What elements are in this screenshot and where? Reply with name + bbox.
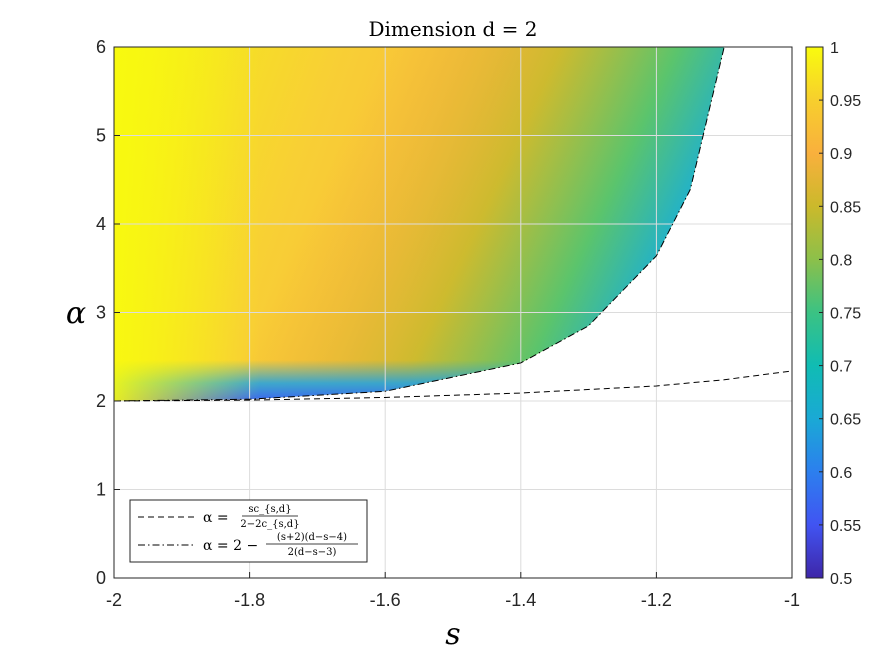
legend-label-2-denominator: 2(d−s−3) bbox=[288, 547, 337, 558]
colorbar-tick-label: 0.5 bbox=[830, 571, 852, 588]
x-tick-label: -1.6 bbox=[370, 590, 401, 610]
colorbar-tick-label: 0.55 bbox=[830, 518, 861, 535]
x-tick-label: -1.2 bbox=[641, 590, 672, 610]
y-tick-label: 2 bbox=[96, 391, 106, 411]
y-tick-label: 1 bbox=[96, 480, 106, 500]
colorbar-tick-label: 0.95 bbox=[830, 93, 861, 110]
y-tick-label: 5 bbox=[96, 126, 106, 146]
colorbar-tick-label: 0.6 bbox=[830, 465, 852, 482]
legend-label-2-lhs: α = 2 − bbox=[203, 538, 258, 554]
legend: α = sc_{s,d} 2−2c_{s,d} α = 2 − (s+2)(d−… bbox=[129, 499, 368, 563]
legend-label-1-lhs: α = bbox=[203, 510, 229, 526]
colorbar-tick-label: 0.7 bbox=[830, 359, 852, 376]
x-tick-label: -1 bbox=[784, 590, 800, 610]
x-tick-label: -1.4 bbox=[505, 590, 536, 610]
colorbar-tick-label: 0.85 bbox=[830, 199, 861, 216]
x-axis-ticks: -2 -1.8 -1.6 -1.4 -1.2 -1 bbox=[106, 572, 800, 610]
legend-label-1-denominator: 2−2c_{s,d} bbox=[240, 519, 299, 530]
colorbar-tick-label: 0.65 bbox=[830, 412, 861, 429]
legend-box bbox=[129, 499, 368, 563]
colorbar-tick-label: 1 bbox=[830, 40, 839, 57]
chart-title: Dimension d = 2 bbox=[368, 17, 537, 41]
colorbar: 0.5 0.55 0.6 0.65 0.7 0.75 0.8 0.85 0.9 0.95 1 bbox=[805, 40, 861, 588]
y-tick-label: 0 bbox=[96, 568, 106, 588]
colorbar-tick-label: 0.75 bbox=[830, 306, 861, 323]
y-tick-label: 6 bbox=[96, 37, 106, 57]
legend-label-2-numerator: (s+2)(d−s−4) bbox=[277, 532, 347, 543]
x-axis-label: s bbox=[445, 617, 460, 652]
colorbar-tick-label: 0.8 bbox=[830, 252, 852, 269]
y-tick-label: 3 bbox=[96, 303, 106, 323]
colorbar-ticks: 0.5 0.55 0.6 0.65 0.7 0.75 0.8 0.85 0.9 0.95 1 bbox=[819, 40, 861, 588]
y-axis-ticks: 0 1 2 3 4 5 6 bbox=[96, 37, 120, 588]
dashed-curve bbox=[114, 370, 792, 402]
y-axis-label: α bbox=[66, 296, 86, 331]
colorbar-tick-label: 0.9 bbox=[830, 146, 852, 163]
y-tick-label: 4 bbox=[96, 214, 106, 234]
legend-label-1-numerator: sc_{s,d} bbox=[248, 504, 291, 515]
curves bbox=[114, 47, 792, 402]
x-tick-label: -2 bbox=[106, 590, 122, 610]
x-tick-label: -1.8 bbox=[234, 590, 265, 610]
